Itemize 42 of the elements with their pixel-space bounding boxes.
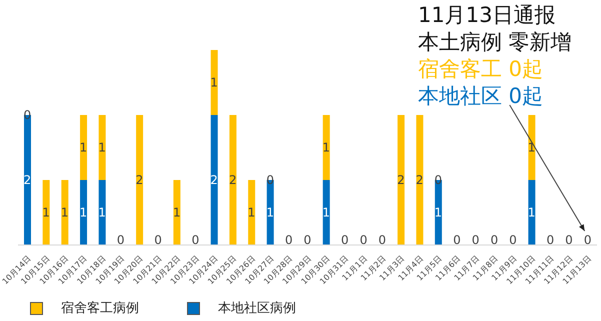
data-label: 2 [210, 173, 218, 187]
data-label: 2 [397, 173, 405, 187]
legend-label: 本地社区病例 [218, 300, 296, 317]
data-label: 0 [154, 233, 162, 247]
data-label: 1 [98, 140, 106, 154]
data-label: 0 [285, 233, 293, 247]
data-label: 0 [509, 233, 517, 247]
data-label: 1 [80, 206, 88, 220]
data-label: 0 [584, 233, 592, 247]
data-label: 0 [565, 233, 573, 247]
annotation: 本地社区 0起 [418, 83, 544, 110]
legend-label: 宿舍客工病例 [61, 300, 139, 317]
data-label: 0 [546, 233, 554, 247]
data-label: 1 [98, 206, 106, 220]
data-label: 0 [453, 233, 461, 247]
chart-subtitle: 本土病例 零新增 [418, 29, 572, 56]
data-label: 0 [304, 233, 312, 247]
data-label: 1 [80, 140, 88, 154]
data-label: 1 [528, 140, 536, 154]
data-label: 0 [192, 233, 200, 247]
data-label: 0 [360, 233, 368, 247]
data-label: 1 [434, 206, 442, 220]
annotation: 宿舍客工 0起 [418, 56, 544, 83]
data-label: 0 [490, 233, 498, 247]
data-label: 2 [136, 173, 144, 187]
data-label: 0 [378, 233, 386, 247]
data-label: 2 [228, 173, 237, 187]
data-label: 1 [266, 206, 274, 220]
data-label: 0 [341, 233, 349, 247]
data-label: 1 [528, 206, 536, 220]
data-label: 1 [322, 140, 330, 154]
data-label: 2 [416, 173, 424, 187]
data-label: 1 [60, 206, 69, 220]
data-label: 0 [116, 233, 125, 247]
data-label: 1 [172, 206, 181, 220]
data-label: 1 [248, 206, 256, 220]
data-label: 1 [210, 76, 218, 90]
data-label: 1 [322, 206, 330, 220]
chart-title: 11月13日通报 [418, 2, 556, 29]
data-label: 0 [472, 233, 480, 247]
data-label: 2 [24, 173, 32, 187]
data-label: 1 [42, 206, 50, 220]
